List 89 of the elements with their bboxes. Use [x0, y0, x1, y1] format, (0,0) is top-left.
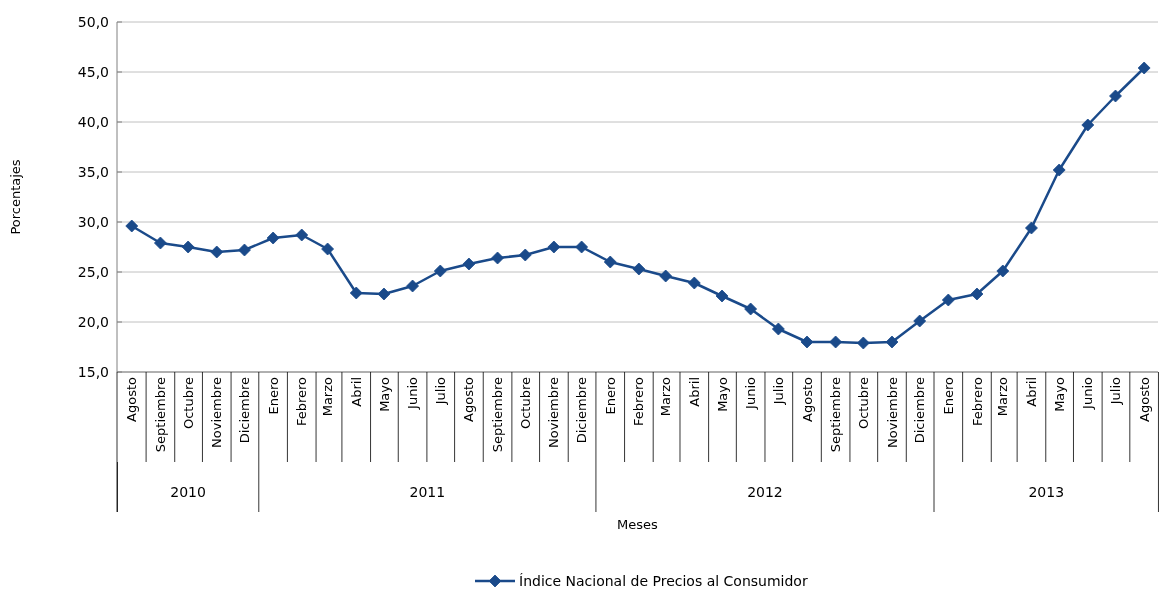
point	[154, 236, 167, 250]
point	[210, 245, 224, 259]
point	[462, 257, 476, 271]
x-tick-label: Septiembre	[152, 377, 168, 453]
point	[547, 240, 561, 254]
x-tick-label: Diciembre	[237, 377, 253, 444]
x-tick-label: Junio	[405, 376, 421, 410]
x-tick-label: Abril	[348, 377, 364, 407]
x-tick-label: Julio	[770, 376, 786, 406]
y-tick-label: 25,0	[77, 263, 109, 280]
point	[1109, 89, 1122, 103]
point	[1052, 163, 1066, 177]
x-tick-label: Noviembre	[546, 377, 562, 448]
point	[575, 240, 589, 254]
x-tick-label: Abril	[686, 377, 702, 407]
x-tick-label: Enero	[940, 376, 956, 415]
legend-label: Índice Nacional de Precios al Consumidor	[519, 572, 808, 589]
x-tick-label: Octubre	[517, 377, 533, 430]
point	[349, 286, 363, 300]
x-tick-label: Enero	[265, 376, 281, 415]
x-axis-title: Meses	[617, 517, 659, 532]
x-tick-label: Junio	[1080, 376, 1096, 410]
x-tick-label: Agosto	[124, 376, 140, 422]
point	[970, 287, 984, 301]
point	[238, 243, 251, 257]
point	[771, 322, 785, 336]
x-tick-label: Diciembre	[574, 377, 590, 444]
point	[913, 314, 927, 328]
text: 2012	[747, 484, 783, 500]
x-tick-label: Septiembre	[828, 377, 844, 453]
y-tick-label: 40,0	[77, 113, 109, 130]
x-tick-label: Septiembre	[490, 377, 506, 453]
x-tick-label: Mayo	[714, 376, 730, 412]
x-tick-label: Mayo	[376, 376, 392, 412]
point	[433, 264, 447, 278]
y-axis-title: Porcentajes	[8, 159, 23, 235]
x-tick-label: Noviembre	[884, 377, 900, 448]
point	[125, 219, 139, 233]
x-tick-label: Febrero	[294, 376, 310, 427]
x-tick-label: Enero	[602, 376, 618, 415]
x-tick-label: Marzo	[320, 376, 336, 417]
point	[1025, 221, 1038, 235]
x-tick-label: Julio	[432, 376, 448, 406]
point	[632, 262, 646, 276]
x-tick-label: Abril	[1024, 377, 1039, 407]
point	[885, 335, 899, 349]
y-tick-label: 50,0	[77, 13, 109, 30]
x-tick-label: Octubre	[855, 377, 871, 430]
y-tick-label: 45,0	[77, 63, 109, 80]
x-tick-label: Marzo	[658, 376, 674, 417]
x-tick-label: Agosto	[461, 376, 477, 422]
point	[491, 251, 504, 265]
point	[659, 269, 673, 283]
point	[295, 228, 309, 242]
x-tick-label: Mayo	[1051, 376, 1067, 412]
point	[518, 248, 532, 262]
point	[1081, 118, 1095, 132]
point	[1137, 61, 1151, 75]
point	[321, 242, 334, 256]
point	[996, 264, 1010, 278]
y-tick-label: 35,0	[77, 163, 109, 180]
x-tick-label: Junio	[743, 376, 759, 410]
y-tick-label: 30,0	[77, 213, 109, 230]
x-tick-label: Octubre	[180, 377, 196, 430]
point	[941, 293, 955, 307]
point	[266, 231, 280, 245]
x-tick-label: Febrero	[631, 376, 647, 427]
y-tick-label: 20,0	[77, 313, 109, 330]
point	[687, 276, 701, 290]
x-tick-label: Agosto	[799, 376, 815, 422]
x-tick-label: Febrero	[969, 376, 985, 427]
point	[377, 287, 391, 301]
point	[829, 335, 843, 349]
point	[800, 335, 814, 349]
x-tick-label: Agosto	[1136, 376, 1152, 422]
point	[744, 302, 758, 316]
text: 2011	[409, 484, 446, 500]
point	[603, 255, 617, 269]
x-tick-label: Noviembre	[209, 377, 225, 448]
x-tick-label: Julio	[1108, 376, 1124, 406]
x-tick-label: Diciembre	[912, 377, 928, 444]
point	[856, 336, 870, 350]
point	[181, 240, 195, 254]
point	[406, 279, 419, 293]
text: 2010	[170, 484, 206, 500]
y-tick-label: 15,0	[77, 363, 109, 380]
x-tick-label: Marzo	[995, 376, 1011, 417]
text: 2013	[1028, 484, 1065, 500]
point	[715, 289, 729, 303]
